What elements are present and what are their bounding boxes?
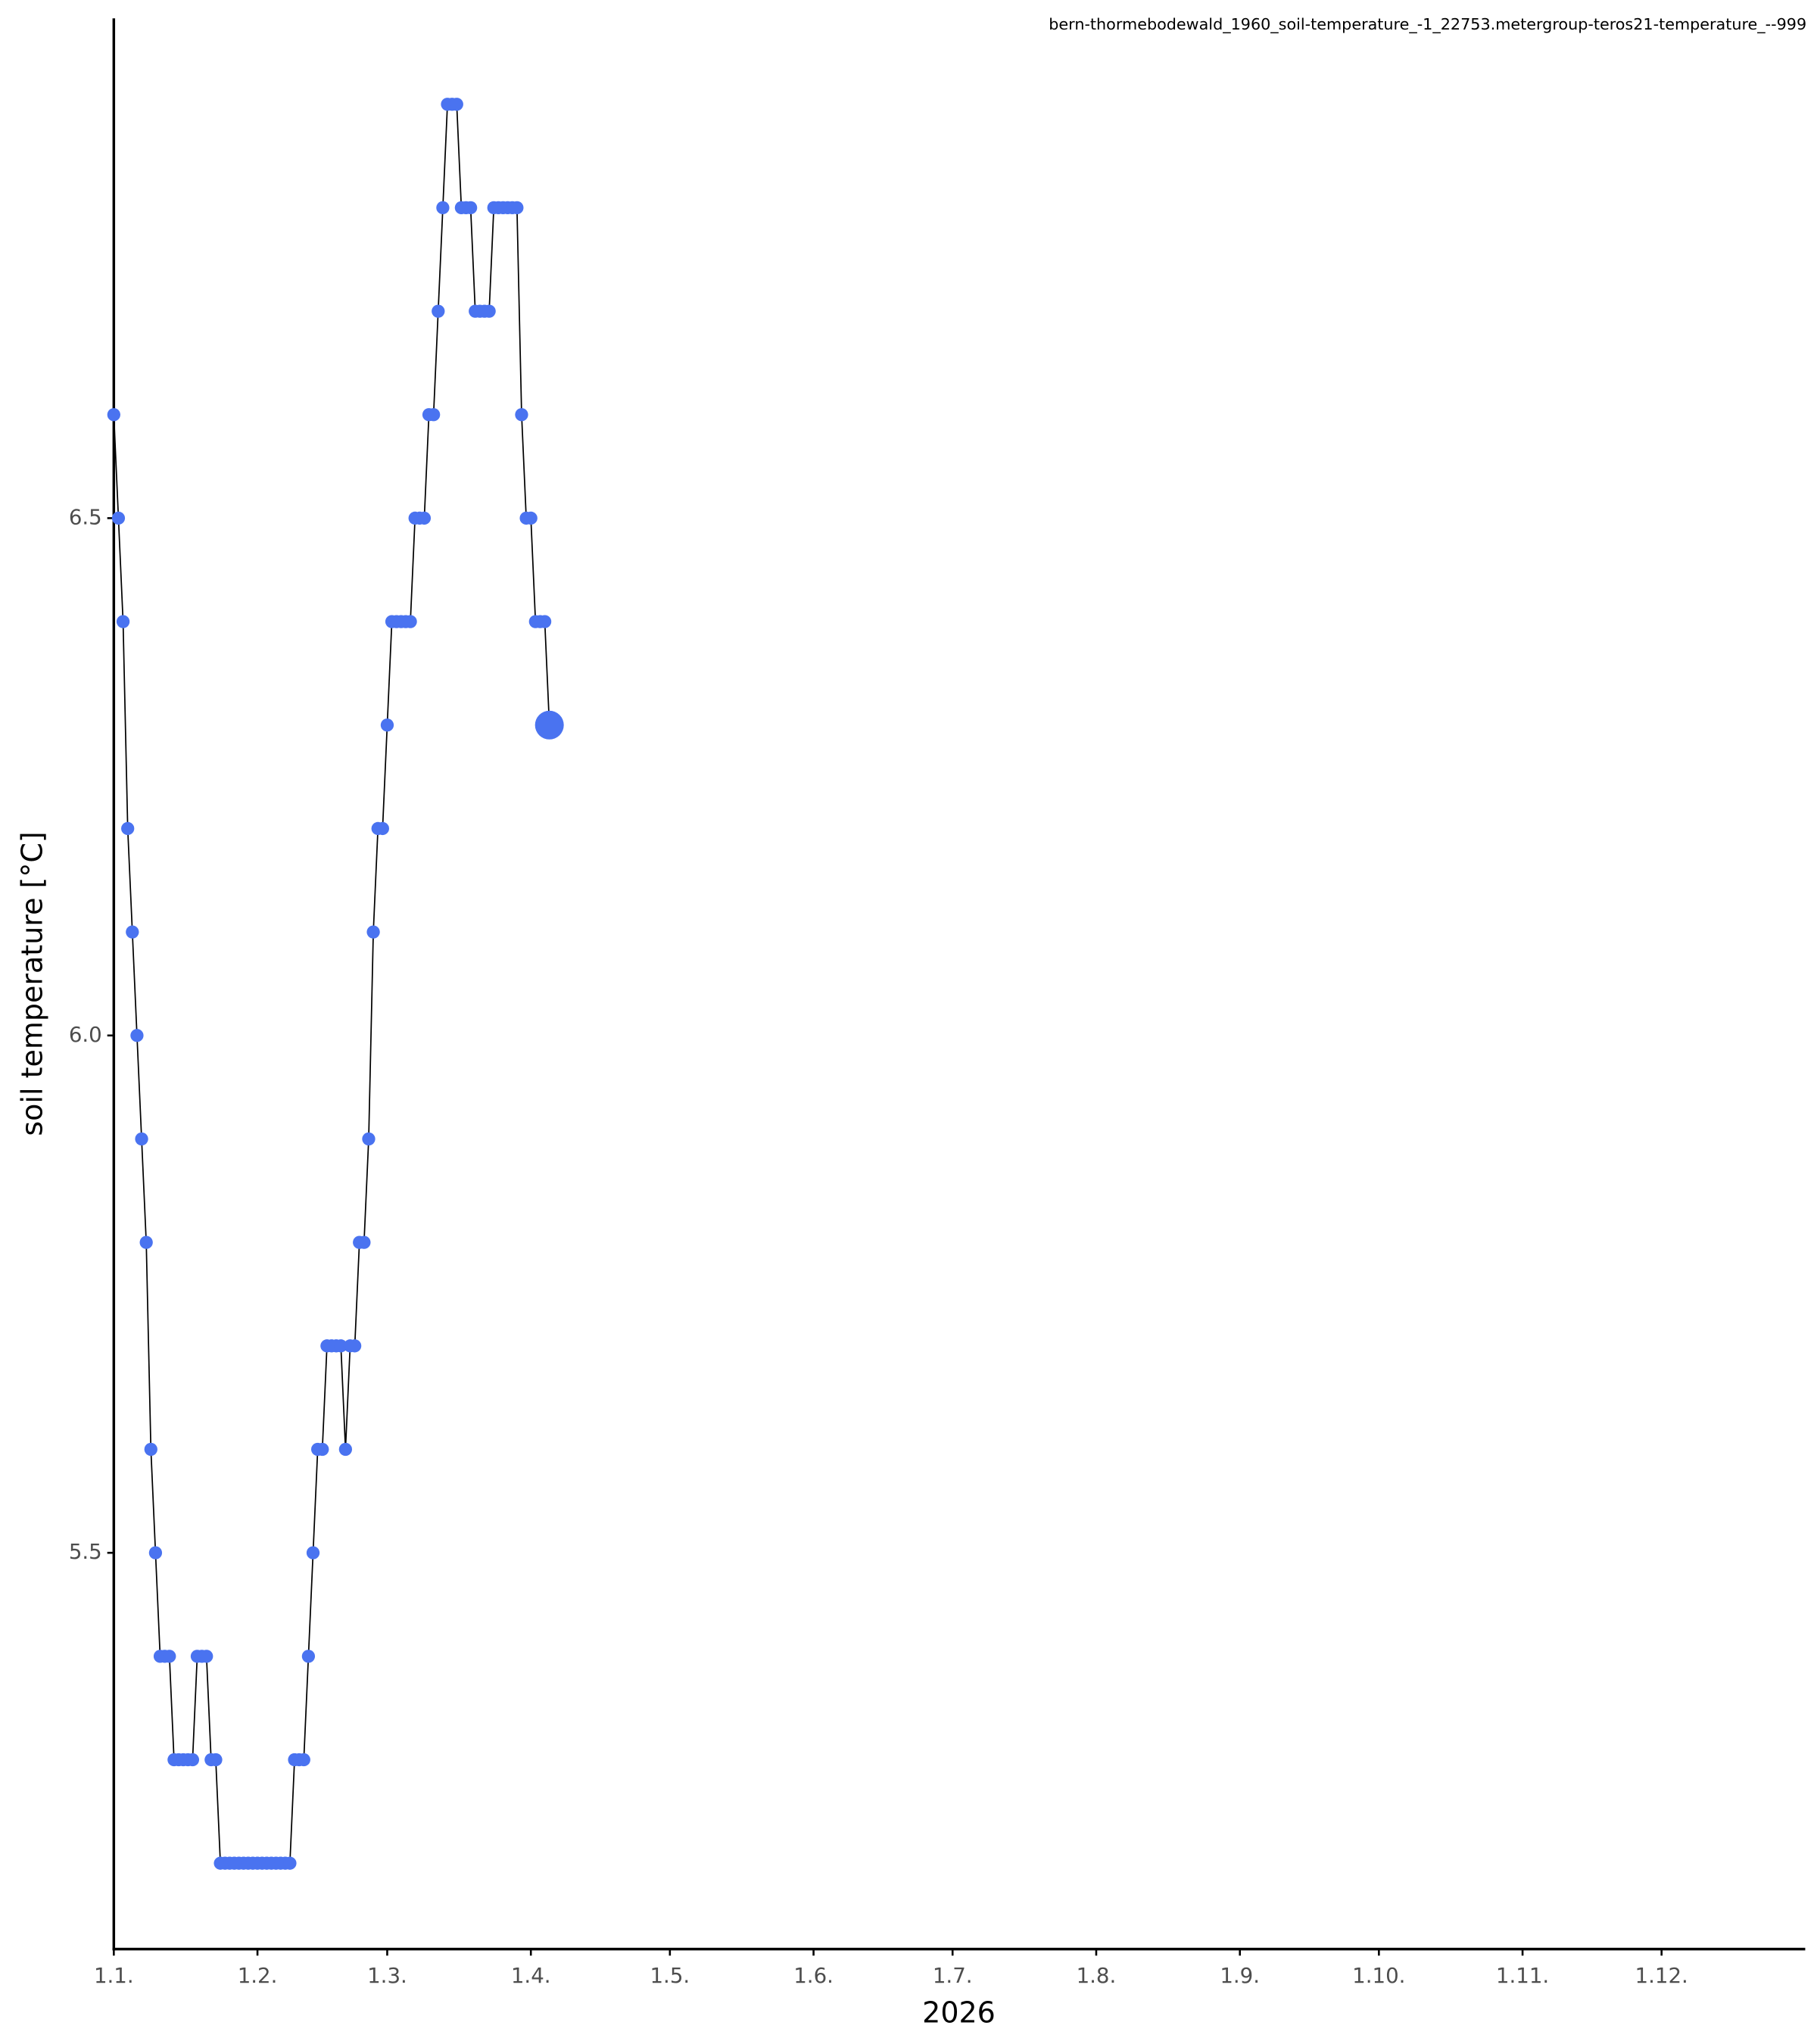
- x-tick-label: 1.3.: [367, 1963, 407, 1988]
- data-point: [436, 201, 450, 215]
- data-point: [301, 1650, 316, 1663]
- data-point: [297, 1753, 310, 1767]
- x-axis-title: 2026: [922, 1996, 996, 2030]
- data-point: [366, 925, 380, 939]
- data-point: [334, 1339, 348, 1353]
- x-tick-label: 1.7.: [933, 1963, 973, 1988]
- data-point: [111, 511, 126, 525]
- x-tick-label: 1.2.: [238, 1963, 278, 1988]
- data-point: [200, 1650, 213, 1663]
- data-point: [482, 304, 496, 318]
- x-tick-label: 1.12.: [1635, 1963, 1688, 1988]
- data-point: [404, 615, 417, 628]
- data-point: [515, 408, 528, 422]
- y-axis-title: soil temperature [°C]: [15, 831, 48, 1136]
- data-point: [135, 1132, 148, 1146]
- data-point: [148, 1546, 163, 1559]
- data-point: [316, 1442, 329, 1457]
- data-point: [362, 1132, 376, 1146]
- data-point: [463, 201, 478, 215]
- x-tick-label: 1.6.: [793, 1963, 834, 1988]
- chart-title: bern-thormebodewald_1960_soil-temperatur…: [1049, 15, 1806, 34]
- x-tick-label: 1.1.: [94, 1963, 134, 1988]
- x-tick-label: 1.11.: [1496, 1963, 1549, 1988]
- x-tick-label: 1.9.: [1220, 1963, 1260, 1988]
- y-tick-label: 6.5: [69, 504, 102, 529]
- data-point: [139, 1235, 153, 1249]
- data-point: [538, 615, 552, 628]
- data-point: [427, 408, 441, 422]
- data-point: [535, 710, 564, 740]
- x-tick-label: 1.10.: [1352, 1963, 1405, 1988]
- data-point: [338, 1442, 353, 1457]
- y-tick-label: 6.0: [69, 1022, 102, 1047]
- x-tick-label: 1.4.: [511, 1963, 551, 1988]
- data-point: [121, 821, 135, 836]
- data-point: [380, 718, 394, 732]
- data-point: [348, 1339, 362, 1353]
- x-tick-label: 1.5.: [650, 1963, 690, 1988]
- data-point: [417, 511, 432, 525]
- data-point: [126, 925, 139, 939]
- data-point: [130, 1029, 144, 1042]
- data-point: [116, 615, 130, 628]
- data-point: [357, 1235, 371, 1249]
- data-point: [306, 1546, 320, 1559]
- data-point: [185, 1753, 200, 1767]
- data-point: [283, 1856, 297, 1870]
- data-point: [450, 98, 463, 111]
- data-point: [209, 1753, 223, 1767]
- x-tick-label: 1.8.: [1077, 1963, 1117, 1988]
- data-point: [432, 304, 445, 318]
- y-tick-label: 5.5: [69, 1539, 102, 1564]
- data-line: [113, 103, 550, 1865]
- data-point: [524, 511, 538, 525]
- data-point: [144, 1442, 157, 1457]
- data-point: [163, 1650, 176, 1663]
- data-point: [107, 408, 120, 422]
- data-point: [510, 201, 524, 215]
- data-point: [376, 821, 389, 836]
